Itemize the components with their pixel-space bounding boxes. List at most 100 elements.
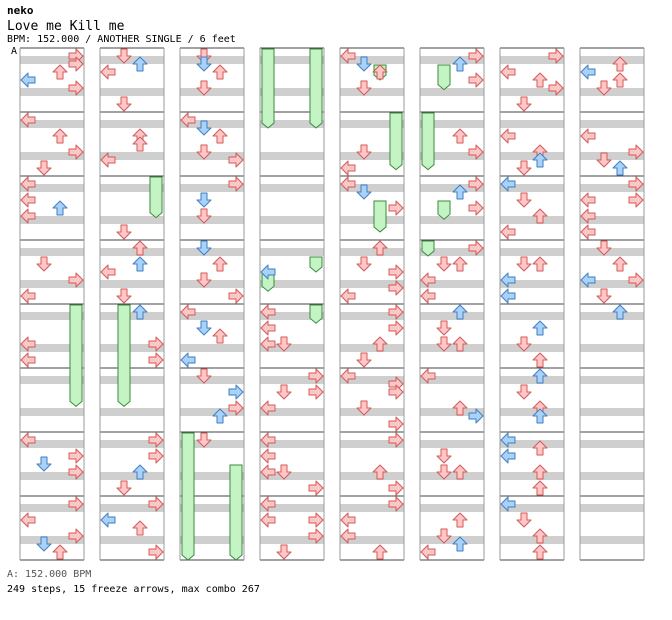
beat-band bbox=[420, 184, 484, 192]
up-arrow-icon bbox=[532, 352, 548, 368]
beat-band bbox=[580, 344, 644, 352]
down-arrow-icon bbox=[356, 144, 372, 160]
chart-column bbox=[419, 47, 485, 561]
beat-band bbox=[180, 376, 244, 384]
down-arrow-icon bbox=[436, 336, 452, 352]
freeze-arrow bbox=[421, 240, 435, 257]
right-arrow-icon bbox=[148, 496, 164, 512]
down-arrow-icon bbox=[596, 288, 612, 304]
up-arrow-icon bbox=[372, 64, 388, 80]
beat-band bbox=[340, 440, 404, 448]
left-arrow-icon bbox=[260, 304, 276, 320]
up-arrow-icon bbox=[452, 184, 468, 200]
bpm-legend: A: 152.000 BPM bbox=[7, 569, 92, 580]
right-arrow-icon bbox=[628, 176, 644, 192]
up-arrow-icon bbox=[132, 464, 148, 480]
beat-band bbox=[420, 216, 484, 224]
up-arrow-icon bbox=[532, 528, 548, 544]
right-arrow-icon bbox=[228, 288, 244, 304]
down-arrow-icon bbox=[516, 160, 532, 176]
beat-band bbox=[340, 120, 404, 128]
left-arrow-icon bbox=[500, 288, 516, 304]
beat-band bbox=[340, 344, 404, 352]
beat-band bbox=[180, 536, 244, 544]
up-arrow-icon bbox=[372, 240, 388, 256]
up-arrow-icon bbox=[212, 64, 228, 80]
up-arrow-icon bbox=[532, 208, 548, 224]
beat-band bbox=[20, 216, 84, 224]
beat-band bbox=[180, 472, 244, 480]
beat-band bbox=[580, 472, 644, 480]
beat-band bbox=[420, 376, 484, 384]
beat-band bbox=[20, 120, 84, 128]
down-arrow-icon bbox=[516, 256, 532, 272]
chart-column bbox=[259, 47, 325, 561]
beat-band bbox=[500, 472, 564, 480]
right-arrow-icon bbox=[388, 264, 404, 280]
up-arrow-icon bbox=[212, 128, 228, 144]
beat-band bbox=[420, 280, 484, 288]
freeze-arrow bbox=[229, 464, 243, 561]
up-arrow-icon bbox=[612, 304, 628, 320]
beat-band bbox=[180, 184, 244, 192]
down-arrow-icon bbox=[196, 240, 212, 256]
chart-column bbox=[579, 47, 645, 561]
beat-band bbox=[180, 408, 244, 416]
beat-band bbox=[20, 280, 84, 288]
song-title: Love me Kill me bbox=[7, 19, 125, 34]
left-arrow-icon bbox=[100, 512, 116, 528]
beat-band bbox=[340, 408, 404, 416]
left-arrow-icon bbox=[20, 336, 36, 352]
beat-band bbox=[260, 280, 324, 288]
left-arrow-icon bbox=[180, 352, 196, 368]
beat-band bbox=[100, 248, 164, 256]
beat-band bbox=[260, 440, 324, 448]
left-arrow-icon bbox=[260, 464, 276, 480]
left-arrow-icon bbox=[340, 528, 356, 544]
beat-band bbox=[180, 440, 244, 448]
down-arrow-icon bbox=[36, 160, 52, 176]
beat-band bbox=[20, 440, 84, 448]
left-arrow-icon bbox=[260, 432, 276, 448]
right-arrow-icon bbox=[628, 192, 644, 208]
left-arrow-icon bbox=[500, 496, 516, 512]
down-arrow-icon bbox=[196, 320, 212, 336]
beat-band bbox=[500, 56, 564, 64]
right-arrow-icon bbox=[468, 408, 484, 424]
right-arrow-icon bbox=[68, 56, 84, 72]
up-arrow-icon bbox=[132, 56, 148, 72]
right-arrow-icon bbox=[468, 144, 484, 160]
beat-band bbox=[100, 312, 164, 320]
right-arrow-icon bbox=[388, 320, 404, 336]
left-arrow-icon bbox=[20, 352, 36, 368]
left-arrow-icon bbox=[20, 192, 36, 208]
beat-band bbox=[180, 344, 244, 352]
beat-band bbox=[580, 376, 644, 384]
beat-band bbox=[420, 536, 484, 544]
down-arrow-icon bbox=[516, 512, 532, 528]
left-arrow-icon bbox=[180, 304, 196, 320]
beat-band bbox=[100, 408, 164, 416]
right-arrow-icon bbox=[148, 336, 164, 352]
beat-band bbox=[580, 88, 644, 96]
down-arrow-icon bbox=[516, 384, 532, 400]
beat-band bbox=[340, 88, 404, 96]
beat-band bbox=[420, 504, 484, 512]
beat-band bbox=[340, 56, 404, 64]
beat-band bbox=[420, 152, 484, 160]
beat-band bbox=[100, 280, 164, 288]
left-arrow-icon bbox=[20, 512, 36, 528]
beat-band bbox=[420, 440, 484, 448]
down-arrow-icon bbox=[196, 144, 212, 160]
beat-band bbox=[180, 120, 244, 128]
freeze-arrow bbox=[149, 176, 163, 219]
beat-band bbox=[260, 120, 324, 128]
beat-band bbox=[260, 216, 324, 224]
beat-band bbox=[260, 504, 324, 512]
beat-band bbox=[20, 376, 84, 384]
left-arrow-icon bbox=[420, 544, 436, 560]
right-arrow-icon bbox=[68, 80, 84, 96]
up-arrow-icon bbox=[132, 136, 148, 152]
beat-band bbox=[340, 536, 404, 544]
up-arrow-icon bbox=[452, 56, 468, 72]
